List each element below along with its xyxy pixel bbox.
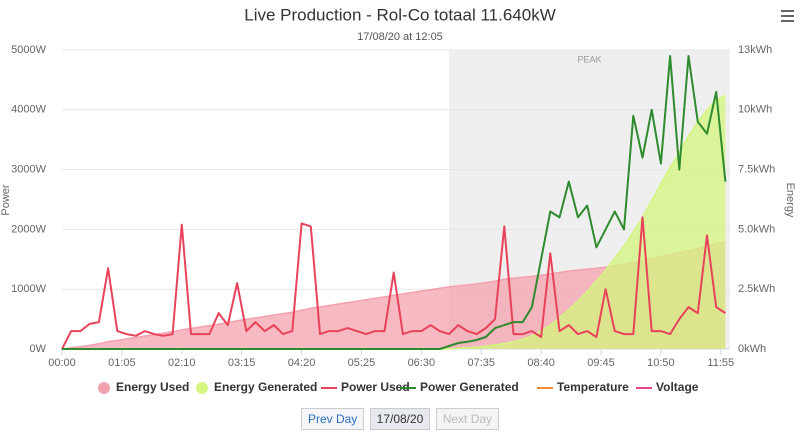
next-button: Next Day: [435, 408, 500, 430]
legend-label: Power Used: [341, 380, 410, 394]
peak-label: PEAK: [577, 54, 601, 64]
menu-icon[interactable]: [781, 10, 794, 22]
x-tick-label: 03:15: [228, 357, 256, 369]
x-tick-label: 04:20: [288, 357, 316, 369]
y2-tick-label: 13kWh: [738, 44, 772, 56]
y-tick-label: 0W: [30, 343, 47, 355]
y-tick-label: 5000W: [11, 44, 46, 56]
x-tick-label: 02:10: [168, 357, 196, 369]
x-tick-label: 07:35: [467, 357, 495, 369]
y2-tick-label: 0kWh: [738, 343, 766, 355]
legend-label: Energy Used: [116, 380, 189, 394]
y-axis-title: Power: [0, 184, 12, 216]
line: [62, 55, 727, 350]
y-tick-label: 3000W: [11, 164, 46, 176]
x-tick-label: 00:00: [48, 357, 76, 369]
x-tick-label: 08:40: [527, 357, 555, 369]
x-tick-label: 06:30: [408, 357, 436, 369]
legend-marker: [98, 382, 110, 394]
x-tick-label: 05:25: [348, 357, 376, 369]
y2-tick-label: 7.5kWh: [738, 164, 775, 176]
legend-label: Power Generated: [420, 380, 519, 394]
area: [62, 95, 726, 350]
x-tick-label: 11:55: [707, 357, 734, 369]
date-button[interactable]: 17/08/20: [369, 408, 431, 430]
chart-subtitle: 17/08/20 at 12:05: [357, 31, 443, 43]
legend-label: Temperature: [557, 380, 629, 394]
y-tick-label: 1000W: [11, 283, 46, 295]
chart: Live Production - Rol-Co totaal 11.640kW…: [0, 5, 796, 394]
prev-button[interactable]: Prev Day: [300, 408, 365, 430]
x-tick-label: 10:50: [647, 357, 675, 369]
y2-axis-title: Energy: [784, 183, 796, 218]
legend-label: Energy Generated: [214, 380, 317, 394]
x-tick-label: 01:05: [108, 357, 136, 369]
buttons: Prev Day 17/08/20 Next Day: [0, 408, 800, 430]
y2-tick-label: 10kWh: [738, 104, 772, 116]
line: [61, 216, 726, 350]
legend-marker: [196, 382, 208, 394]
y2-tick-label: 5.0kWh: [738, 223, 775, 235]
y2-tick-label: 2.5kWh: [738, 283, 775, 295]
y-tick-label: 2000W: [11, 223, 46, 235]
chart-title: Live Production - Rol-Co totaal 11.640kW: [244, 5, 556, 24]
legend-label: Voltage: [656, 380, 699, 394]
x-tick-label: 09:45: [587, 357, 615, 369]
y-tick-label: 4000W: [11, 104, 46, 116]
